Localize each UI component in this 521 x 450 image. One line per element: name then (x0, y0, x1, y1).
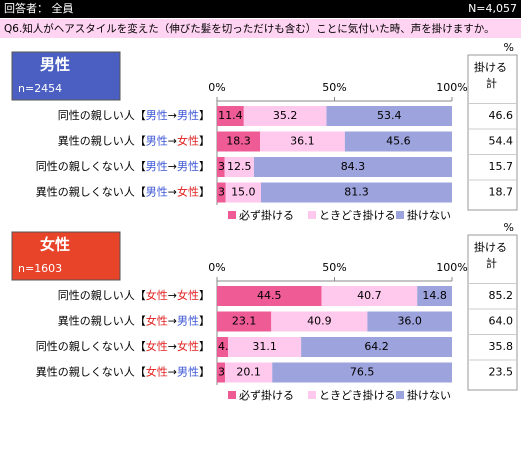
category-label: 同性の親しい人【女性→女性】 (58, 288, 210, 302)
total-value: 85.2 (489, 289, 514, 302)
bar-segment (272, 362, 452, 383)
title-box (11, 231, 121, 281)
bar-segment (260, 131, 345, 152)
value-label: 20.1 (236, 366, 261, 379)
bar-segment (253, 157, 452, 177)
total-value: 54.4 (489, 135, 514, 148)
category-label: 異性の親しい人【女性→男性】 (58, 314, 210, 328)
x-tick-label: 100% (436, 81, 467, 94)
bar-segment (217, 182, 226, 203)
value-label: 12.5 (227, 160, 252, 173)
respondent: 回答者： 全員 (4, 1, 74, 15)
category-label: 同性の親しい人【男性→男性】 (58, 108, 210, 122)
legend-label: 掛けない (407, 208, 451, 222)
bar-segment (217, 106, 244, 126)
chart-title: 男性 (40, 56, 70, 74)
legend-label: 必ず掛ける (239, 208, 294, 222)
x-tick-label: 0% (208, 261, 225, 274)
header-bar (0, 0, 521, 18)
category-label: 異性の親しくない人【女性→男性】 (36, 365, 210, 379)
value-label: 53.4 (377, 109, 402, 122)
value-label: 35.2 (273, 109, 298, 122)
value-label: 64.2 (364, 340, 389, 353)
x-tick-label: 50% (322, 261, 346, 274)
category-label: 同性の親しくない人【男性→男性】 (36, 159, 210, 173)
value-label: 81.3 (344, 186, 369, 199)
value-label: 84.3 (341, 160, 366, 173)
value-label: 36.1 (290, 135, 315, 148)
value-label: 76.5 (350, 366, 375, 379)
bar-segment (217, 362, 225, 383)
legend-label: ときどき掛ける (319, 388, 396, 402)
value-label: 44.5 (257, 289, 282, 302)
bar-segment (271, 311, 368, 332)
totals-box (467, 234, 518, 391)
bar-segment (217, 157, 225, 177)
bar-segment (217, 286, 322, 306)
total-value: 35.8 (489, 340, 514, 353)
x-tick-label: 50% (322, 81, 346, 94)
value-label: 45.6 (386, 135, 411, 148)
chart-title: 女性 (40, 236, 70, 254)
unit: % (504, 221, 514, 234)
bar-segment (224, 157, 254, 177)
legend-label: 掛けない (407, 388, 451, 402)
bar-segment (217, 131, 261, 152)
value-label: 14.8 (422, 289, 447, 302)
value-label: 31.1 (252, 340, 277, 353)
bar-segment (417, 286, 452, 306)
bar-segment (301, 337, 452, 357)
bar-segment (228, 337, 302, 357)
legend-swatch (396, 391, 404, 399)
value-label: 11.4 (218, 109, 243, 122)
value-label: 18.3 (226, 135, 251, 148)
question: Q6.知人がヘアスタイルを変えた（伸びた髪を切っただけも含む）ことに気付いた時、… (4, 22, 495, 35)
total-value: 46.6 (489, 109, 514, 122)
chart-subtitle: n=2454 (18, 82, 62, 95)
chart-subtitle: n=1603 (18, 262, 62, 275)
legend-swatch (308, 211, 316, 219)
legend-label: 必ず掛ける (239, 388, 294, 402)
bar-segment (225, 182, 261, 203)
total-value: 15.7 (489, 160, 514, 173)
x-tick-label: 0% (208, 81, 225, 94)
bar-segment (217, 311, 272, 332)
totals-box (467, 54, 518, 211)
bar-segment (326, 106, 452, 126)
bar-segment (243, 106, 327, 126)
unit: % (504, 41, 514, 54)
legend-swatch (228, 211, 236, 219)
bar-segment (344, 131, 452, 152)
total-value: 18.7 (489, 186, 514, 199)
legend-swatch (396, 211, 404, 219)
value-label: 40.9 (307, 315, 332, 328)
legend-swatch (308, 391, 316, 399)
question-bar (0, 19, 521, 38)
total-n: N=4,057 (468, 2, 517, 15)
category-label: 異性の親しくない人【男性→女性】 (36, 185, 210, 199)
legend-label: ときどき掛ける (319, 208, 396, 222)
legend-swatch (228, 391, 236, 399)
totals-header: 掛ける計 (474, 60, 507, 90)
value-label: 15.0 (231, 186, 256, 199)
totals-header: 掛ける計 (474, 240, 507, 270)
category-label: 同性の親しくない人【女性→女性】 (36, 339, 210, 353)
x-tick-label: 100% (436, 261, 467, 274)
total-value: 23.5 (489, 366, 514, 379)
bar-segment (321, 286, 418, 306)
total-value: 64.0 (489, 315, 514, 328)
bar-segment (217, 337, 229, 357)
value-label: 23.1 (232, 315, 257, 328)
category-label: 異性の親しい人【男性→女性】 (58, 134, 210, 148)
value-label: 36.0 (397, 315, 422, 328)
value-label: 40.7 (357, 289, 382, 302)
bar-segment (260, 182, 452, 203)
bar-segment (224, 362, 273, 383)
bar-segment (367, 311, 452, 332)
title-box (11, 51, 121, 101)
